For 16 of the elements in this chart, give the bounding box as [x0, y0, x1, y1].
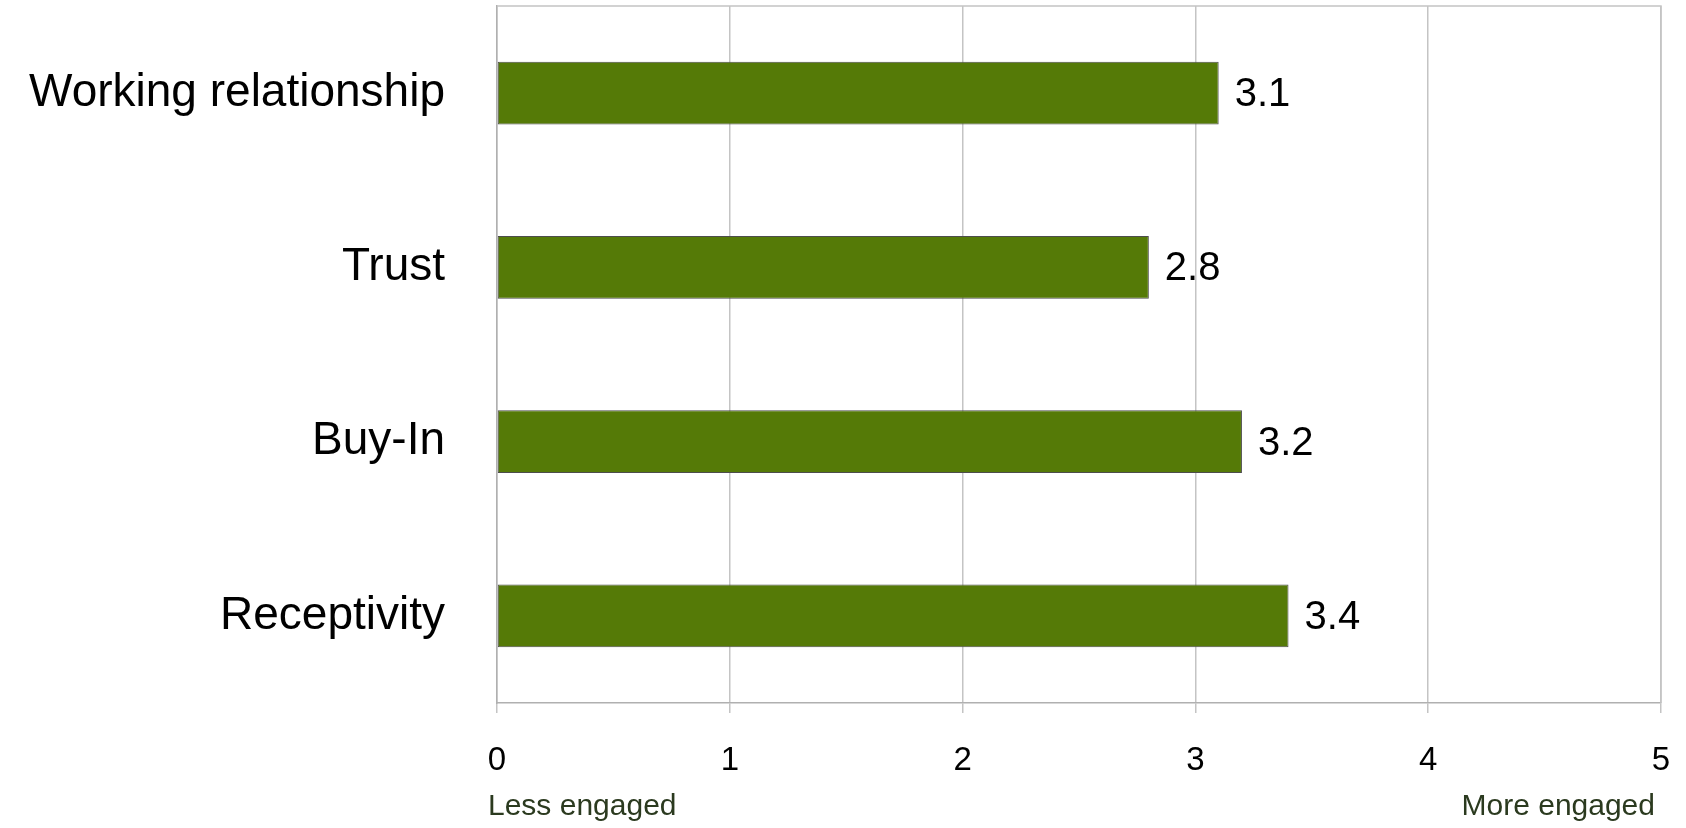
x-tick-label: 4 — [1419, 739, 1438, 777]
x-tick-label: 2 — [953, 739, 972, 777]
x-tick-label: 0 — [487, 739, 507, 777]
x-tick-label: 5 — [1651, 739, 1671, 777]
x-tick-label: 1 — [720, 739, 739, 777]
y-tick-label: Trust — [341, 238, 446, 291]
x-tick-label: 3 — [1186, 739, 1205, 777]
data-label: 3.2 — [1257, 418, 1314, 463]
y-tick-label: Buy-In — [312, 412, 445, 465]
y-tick-label: Working relationship — [29, 63, 445, 116]
data-label: 3.1 — [1234, 70, 1291, 115]
y-tick-label: Receptivity — [220, 586, 445, 639]
text: More engaged — [1461, 788, 1655, 822]
data-label: 2.8 — [1164, 244, 1221, 289]
data-label: 3.4 — [1304, 592, 1361, 637]
text: Less engaged — [488, 788, 677, 822]
